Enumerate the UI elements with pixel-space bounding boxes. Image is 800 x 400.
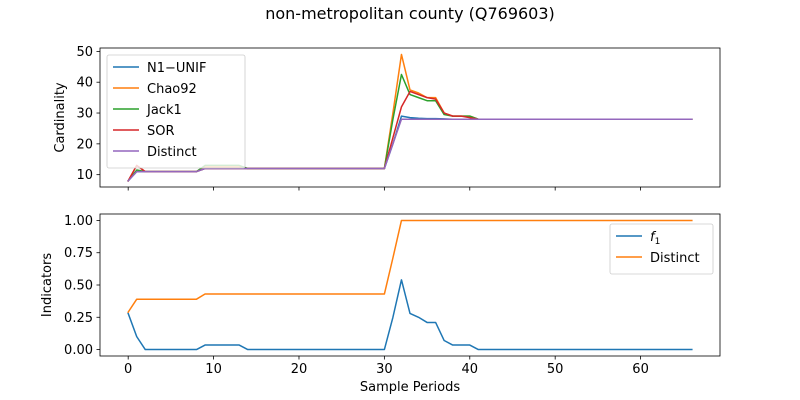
series-line-2-2	[127, 219, 693, 314]
y-tick-label: 0.00	[64, 343, 93, 358]
x-axis-label: Sample Periods	[360, 380, 460, 395]
y-tick-label: 0.25	[64, 311, 93, 326]
subplots: 10 20 30 40 50 Cardinality N1−UNIF Chao92 Jack1 S…	[40, 45, 721, 395]
y-axis-label: Indicators	[40, 253, 55, 317]
y-tick-label: 50	[76, 45, 93, 60]
x-tick-label: 20	[291, 362, 308, 377]
x-tick-label: 50	[547, 362, 564, 377]
chart-panel-2: 0 10 20 30 40 50 60 0.00 0.25 0.50 0.75 1.00 Indicat…	[40, 213, 721, 395]
y-tick-label: 40	[76, 76, 93, 91]
legend-label: f1	[650, 230, 660, 247]
y-tick-label: 1.00	[64, 214, 93, 229]
x-tick-label: 30	[376, 362, 393, 377]
y-tick-label: 0.50	[64, 279, 93, 294]
axes-frame	[99, 47, 721, 188]
series-line-1-5	[127, 118, 693, 182]
legend-label: Jack1	[146, 103, 182, 118]
x-tick-label: 0	[124, 362, 132, 377]
legend-label: SOR	[147, 124, 175, 139]
figure-title: non-metropolitan county (Q769603)	[265, 4, 555, 23]
y-tick-label: 20	[76, 137, 93, 152]
legend: N1−UNIF Chao92 Jack1 SOR Distinct	[106, 54, 246, 169]
y-tick-label: 10	[76, 168, 93, 183]
x-tick-label: 40	[462, 362, 479, 377]
legend: f1 Distinct	[609, 223, 714, 275]
x-tick-label: 60	[632, 362, 649, 377]
y-tick-label: 30	[76, 107, 93, 122]
legend-label: Chao92	[147, 82, 197, 97]
chart-panel-1: 10 20 30 40 50 Cardinality N1−UNIF Chao92 Jack1 S…	[53, 45, 721, 191]
legend-label: N1−UNIF	[147, 61, 206, 76]
series-line-2-1	[127, 279, 693, 351]
y-axis-label: Cardinality	[53, 82, 68, 153]
legend-label: Distinct	[147, 145, 197, 160]
y-tick-label: 0.75	[64, 246, 93, 261]
x-tick-label: 10	[205, 362, 222, 377]
legend-frame	[106, 54, 246, 169]
legend-label: Distinct	[650, 251, 700, 266]
legend-frame	[609, 223, 714, 275]
